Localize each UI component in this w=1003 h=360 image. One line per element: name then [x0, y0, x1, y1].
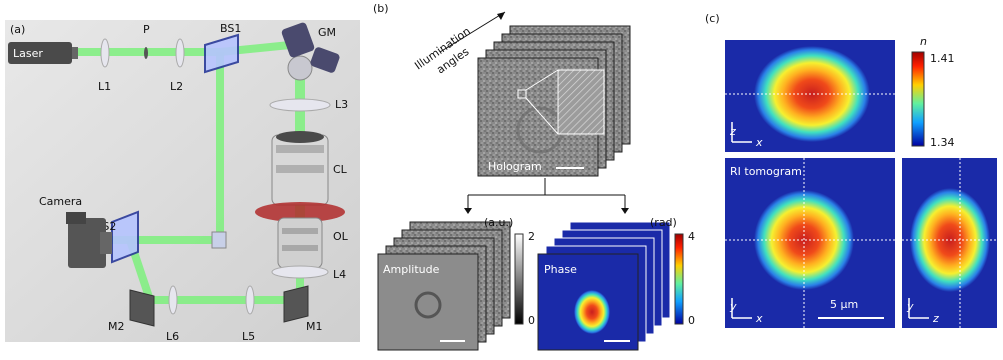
xz-view: [725, 40, 895, 152]
label-amplitude: Amplitude: [383, 263, 440, 276]
n-max: 1.41: [930, 52, 955, 65]
n-min: 1.34: [930, 136, 955, 149]
scale-label: 5 μm: [830, 298, 858, 311]
xz-axis-x: x: [755, 136, 763, 149]
camera: [66, 212, 112, 268]
pinhole-p: [144, 47, 148, 59]
yz-axis-z: z: [932, 312, 939, 325]
panel-b: (b) Illumination angles Hologram: [373, 2, 695, 351]
xy-view: [725, 158, 895, 328]
label-cl: CL: [333, 163, 348, 176]
label-l2: L2: [170, 80, 183, 93]
label-ol: OL: [333, 230, 349, 243]
amplitude-colorbar: [514, 233, 524, 325]
label-hologram: Hologram: [488, 160, 542, 173]
label-bs1: BS1: [220, 22, 241, 35]
fringe-inset: [557, 69, 605, 135]
amplitude-stack: [377, 221, 511, 351]
phase-stack: [537, 221, 671, 351]
lens-l4: [271, 265, 329, 279]
label-phase: Phase: [544, 263, 577, 276]
phase-min: 0: [688, 314, 695, 327]
objective-ol: [277, 217, 323, 269]
label-m1: M1: [306, 320, 323, 333]
lens-l1: [100, 38, 110, 68]
phase-colorbar: [674, 233, 684, 325]
illumination-arrow: [439, 11, 506, 53]
mirror-m1: [283, 285, 309, 323]
label-camera: Camera: [39, 195, 82, 208]
label-l3: L3: [335, 98, 348, 111]
label-m2: M2: [108, 320, 125, 333]
xy-axis-y: y: [729, 300, 737, 313]
galvo-mirror-gm: [281, 22, 340, 81]
label-l5: L5: [242, 330, 255, 343]
label-l6: L6: [166, 330, 179, 343]
label-p: P: [143, 23, 150, 36]
yz-axis-y: y: [906, 300, 914, 313]
lens-l2: [175, 38, 185, 68]
lens-l3: [269, 98, 331, 112]
amp-min: 0: [528, 314, 535, 327]
label-l1: L1: [98, 80, 111, 93]
phase-max: 4: [688, 230, 695, 243]
panel-c: (c) z x n 1.41 1.34 RI tomogram y x 5: [705, 12, 997, 328]
panel-c-label: (c): [705, 12, 720, 25]
zoom-box: [517, 89, 527, 99]
amp-max: 2: [528, 230, 535, 243]
lens-l6: [168, 285, 178, 315]
xz-axis-z: z: [729, 125, 736, 138]
label-tomogram: RI tomogram: [730, 165, 802, 178]
label-laser: Laser: [13, 47, 43, 60]
condenser-cl: [271, 131, 329, 206]
branch-arrows: [467, 178, 626, 210]
label-l4: L4: [333, 268, 346, 281]
amp-unit: (a.u.): [484, 216, 513, 229]
n-symbol: n: [920, 35, 927, 48]
prism: [211, 231, 227, 249]
n-colorbar: [911, 51, 925, 147]
mirror-m2: [129, 289, 155, 327]
laser: [8, 42, 78, 64]
beam-splitter-bs1: [204, 33, 239, 74]
xy-axis-x: x: [755, 312, 763, 325]
yz-view: [902, 158, 997, 328]
phase-cell: [574, 290, 610, 334]
panel-a-label: (a): [10, 23, 25, 36]
panel-a: (a) Laser L1 P L2 BS1: [5, 20, 360, 343]
lens-l5: [245, 285, 255, 315]
panel-b-label: (b): [373, 2, 389, 15]
label-gm: GM: [318, 26, 336, 39]
sample-stage: [255, 202, 345, 222]
hologram-stack: [477, 25, 631, 177]
phase-unit: (rad): [650, 216, 677, 229]
